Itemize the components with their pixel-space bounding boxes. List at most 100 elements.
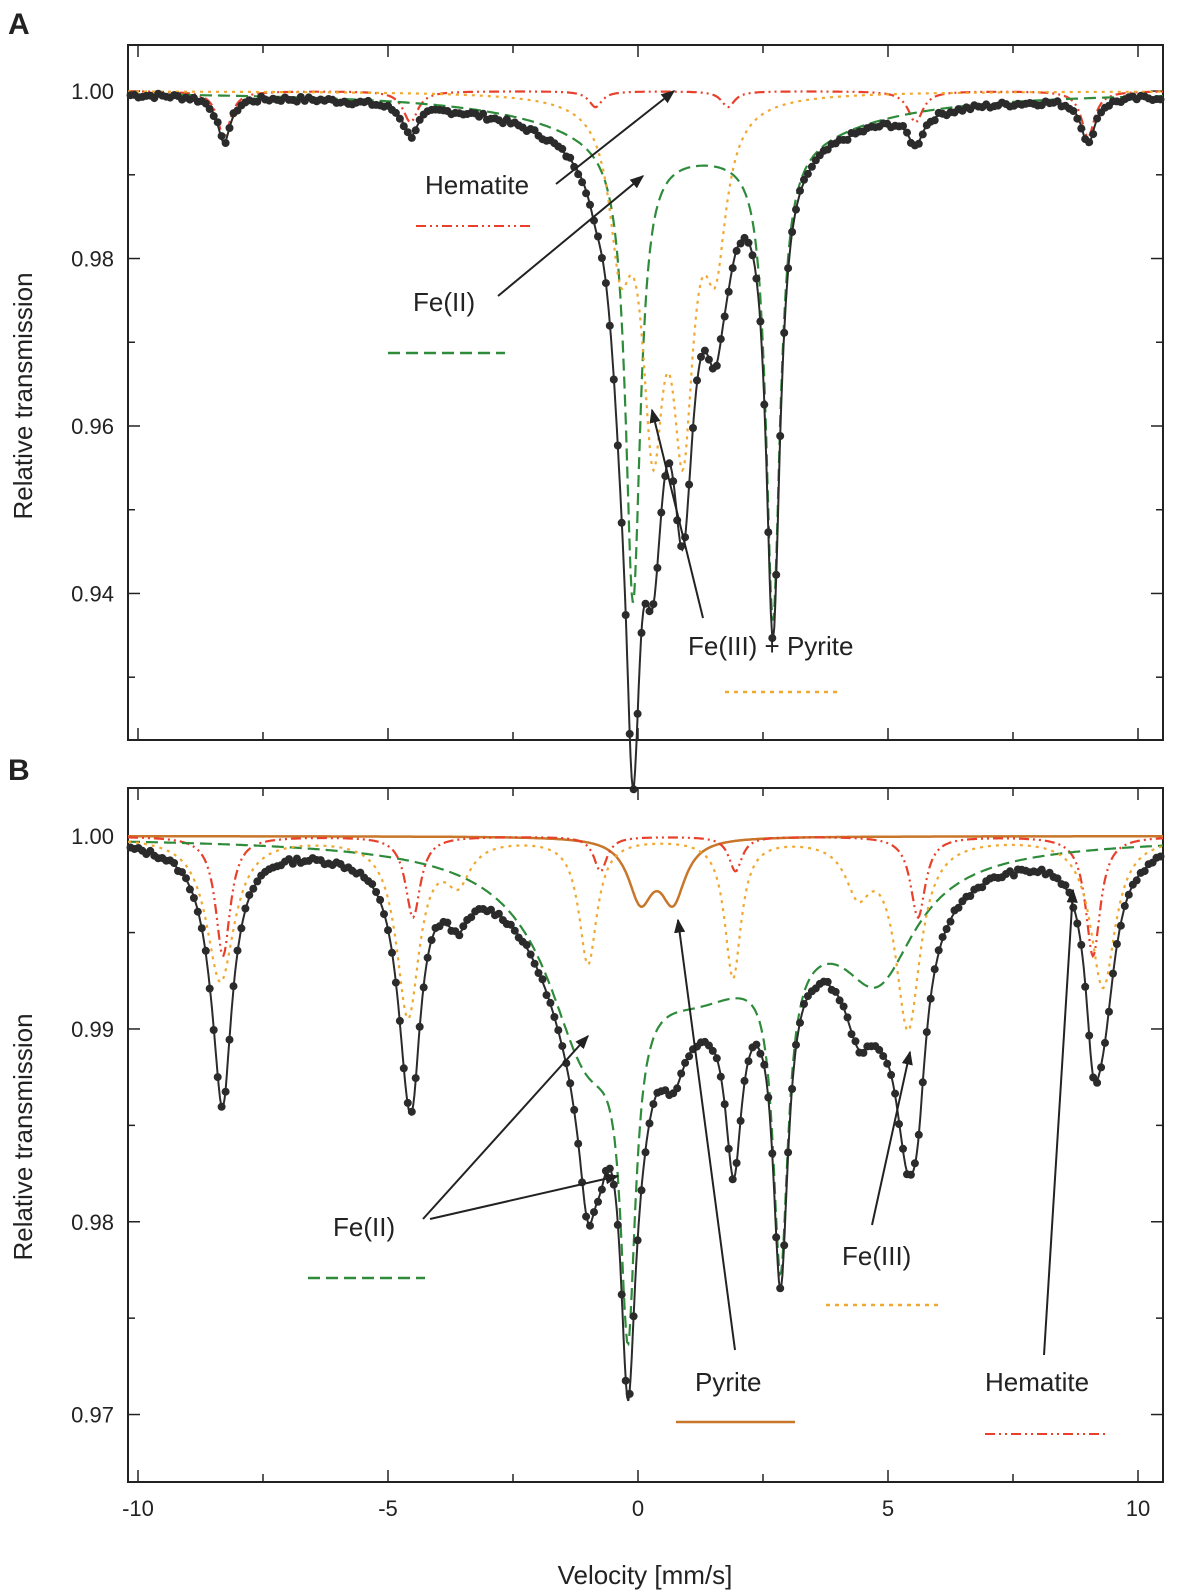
data-point xyxy=(403,1098,412,1107)
data-point xyxy=(613,1220,622,1229)
data-point xyxy=(1085,1031,1094,1040)
data-point xyxy=(633,709,642,718)
panel-b-arrow-fe2-lower xyxy=(429,1173,620,1220)
data-point xyxy=(388,948,396,957)
data-point xyxy=(621,1376,630,1385)
data-point xyxy=(926,994,935,1003)
data-point xyxy=(796,186,804,195)
data-point xyxy=(213,118,222,127)
data-point xyxy=(217,132,226,141)
panel-a-arrow-hematite xyxy=(555,90,676,185)
data-point xyxy=(645,1119,654,1128)
data-point xyxy=(205,984,214,993)
series-fe-ii-line xyxy=(128,840,1164,1347)
data-point xyxy=(764,528,773,537)
data-point xyxy=(728,1175,737,1184)
data-point xyxy=(554,1026,563,1035)
data-point xyxy=(645,607,654,616)
data-point xyxy=(697,352,705,361)
data-point xyxy=(1069,903,1078,912)
data-point xyxy=(586,200,594,209)
data-point xyxy=(681,1058,690,1067)
data-point xyxy=(1116,921,1125,930)
data-point xyxy=(847,1030,856,1039)
data-point xyxy=(534,969,543,977)
data-point xyxy=(895,1120,903,1129)
data-point xyxy=(566,1079,575,1088)
data-point xyxy=(621,611,630,619)
data-point xyxy=(712,1054,721,1063)
panel-a-components xyxy=(128,90,1163,621)
x-tick-label: 0 xyxy=(632,1496,644,1521)
data-point xyxy=(700,346,709,355)
data-point xyxy=(899,122,907,130)
data-point xyxy=(887,1070,896,1079)
data-point xyxy=(574,170,583,179)
data-point xyxy=(217,1102,226,1111)
data-point xyxy=(605,321,614,330)
data-point xyxy=(586,1221,594,1230)
data-point xyxy=(807,162,816,171)
data-point xyxy=(233,946,242,955)
data-point xyxy=(784,264,793,273)
data-point xyxy=(720,1100,729,1109)
data-point xyxy=(597,254,606,262)
data-point xyxy=(522,941,531,949)
data-point xyxy=(582,189,591,198)
data-point xyxy=(938,933,947,942)
data-point xyxy=(637,628,646,637)
data-point xyxy=(376,895,385,904)
panel-b-label-pyrite: Pyrite xyxy=(695,1367,761,1397)
data-point xyxy=(685,1052,694,1061)
data-point xyxy=(625,1389,634,1398)
data-point xyxy=(566,153,575,162)
data-point xyxy=(764,1093,773,1102)
data-point xyxy=(910,1159,919,1168)
data-point xyxy=(792,1040,800,1049)
data-point xyxy=(237,924,246,933)
data-point xyxy=(594,1197,602,1206)
data-point xyxy=(776,432,785,440)
data-point xyxy=(494,909,503,918)
data-point xyxy=(740,1076,749,1085)
data-point xyxy=(689,424,697,432)
data-point xyxy=(843,135,852,144)
data-point xyxy=(1101,1038,1109,1047)
data-point xyxy=(891,1089,900,1098)
data-point xyxy=(467,913,476,922)
data-point xyxy=(768,1149,777,1158)
panel-a-ticks: 0.94 0.96 0.98 1.00 xyxy=(71,45,1163,740)
data-point xyxy=(1124,890,1133,899)
data-point xyxy=(419,983,428,992)
data-point xyxy=(903,128,911,137)
data-point xyxy=(193,907,202,916)
data-point xyxy=(800,1000,808,1008)
data-point xyxy=(411,1074,420,1083)
data-point xyxy=(1089,130,1098,139)
data-point xyxy=(221,1087,230,1096)
data-point xyxy=(752,1040,761,1049)
data-point xyxy=(201,946,210,955)
x-tick-label: 5 xyxy=(882,1496,894,1521)
panel-a-total-fit-line xyxy=(128,94,1163,793)
data-point xyxy=(1085,138,1094,147)
series-fe-ii-line xyxy=(128,93,1163,621)
data-point xyxy=(653,563,662,572)
data-point xyxy=(538,975,547,984)
data-point xyxy=(839,1002,848,1011)
data-point xyxy=(542,991,551,1000)
data-point xyxy=(744,1057,753,1066)
data-point xyxy=(875,1045,884,1054)
data-point xyxy=(395,114,404,123)
data-point xyxy=(899,1144,907,1153)
data-point xyxy=(407,1107,416,1116)
data-point xyxy=(930,116,939,125)
data-point xyxy=(835,996,844,1005)
data-point xyxy=(550,1013,559,1021)
panel-b-label-hematite: Hematite xyxy=(985,1367,1089,1397)
data-point xyxy=(1093,114,1102,123)
data-point xyxy=(641,599,650,608)
panel-a-label-fe2: Fe(II) xyxy=(413,287,475,317)
data-point xyxy=(792,205,800,214)
data-point xyxy=(914,1130,923,1139)
